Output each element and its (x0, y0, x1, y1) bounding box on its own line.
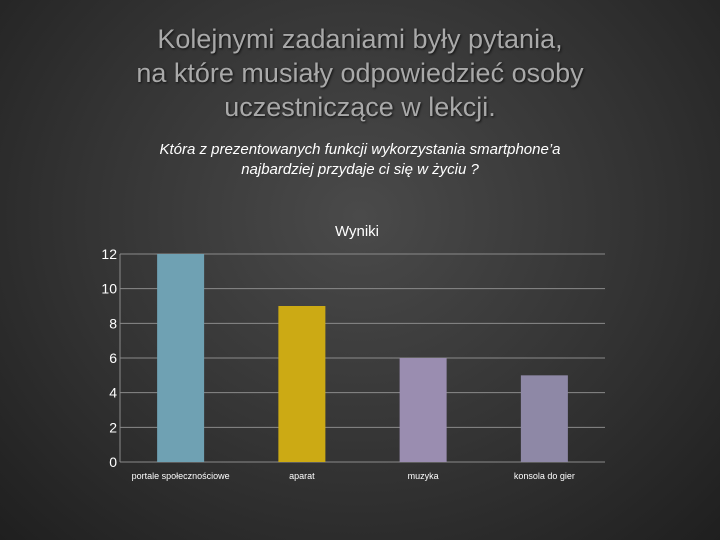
slide-title-line: na które musiały odpowiedzieć osoby (136, 58, 584, 88)
survey-question: Która z prezentowanych funkcji wykorzyst… (80, 140, 640, 180)
y-tick-label: 4 (109, 385, 117, 401)
x-tick-label: konsola do gier (514, 471, 575, 481)
bar (157, 254, 205, 462)
y-tick-label: 2 (109, 419, 117, 435)
y-tick-label: 0 (109, 454, 117, 470)
slide-title: Kolejnymi zadaniami były pytania, na któ… (60, 22, 660, 124)
chart-bars (157, 254, 568, 462)
slide-title-line: uczestniczące w lekcji. (224, 92, 496, 122)
survey-question-line: najbardziej przydaje ci się w życiu ? (241, 161, 479, 178)
slide-title-line: Kolejnymi zadaniami były pytania, (157, 24, 563, 54)
y-tick-label: 6 (109, 350, 117, 366)
bar (278, 306, 326, 462)
y-axis: 0 2 4 6 8 10 12 (101, 246, 117, 470)
y-tick-label: 8 (109, 315, 117, 331)
x-tick-label: aparat (289, 471, 315, 481)
y-tick-label: 12 (101, 246, 117, 262)
y-tick-label: 10 (101, 281, 117, 297)
x-tick-label: portale społecznościowe (132, 471, 230, 481)
chart-title: Wyniki (335, 223, 379, 240)
x-axis: portale społecznościowe aparat muzyka konso… (132, 471, 575, 481)
bar (399, 358, 447, 462)
survey-question-line: Która z prezentowanych funkcji wykorzyst… (159, 141, 561, 158)
bar (520, 375, 568, 462)
x-tick-label: muzyka (408, 471, 439, 481)
